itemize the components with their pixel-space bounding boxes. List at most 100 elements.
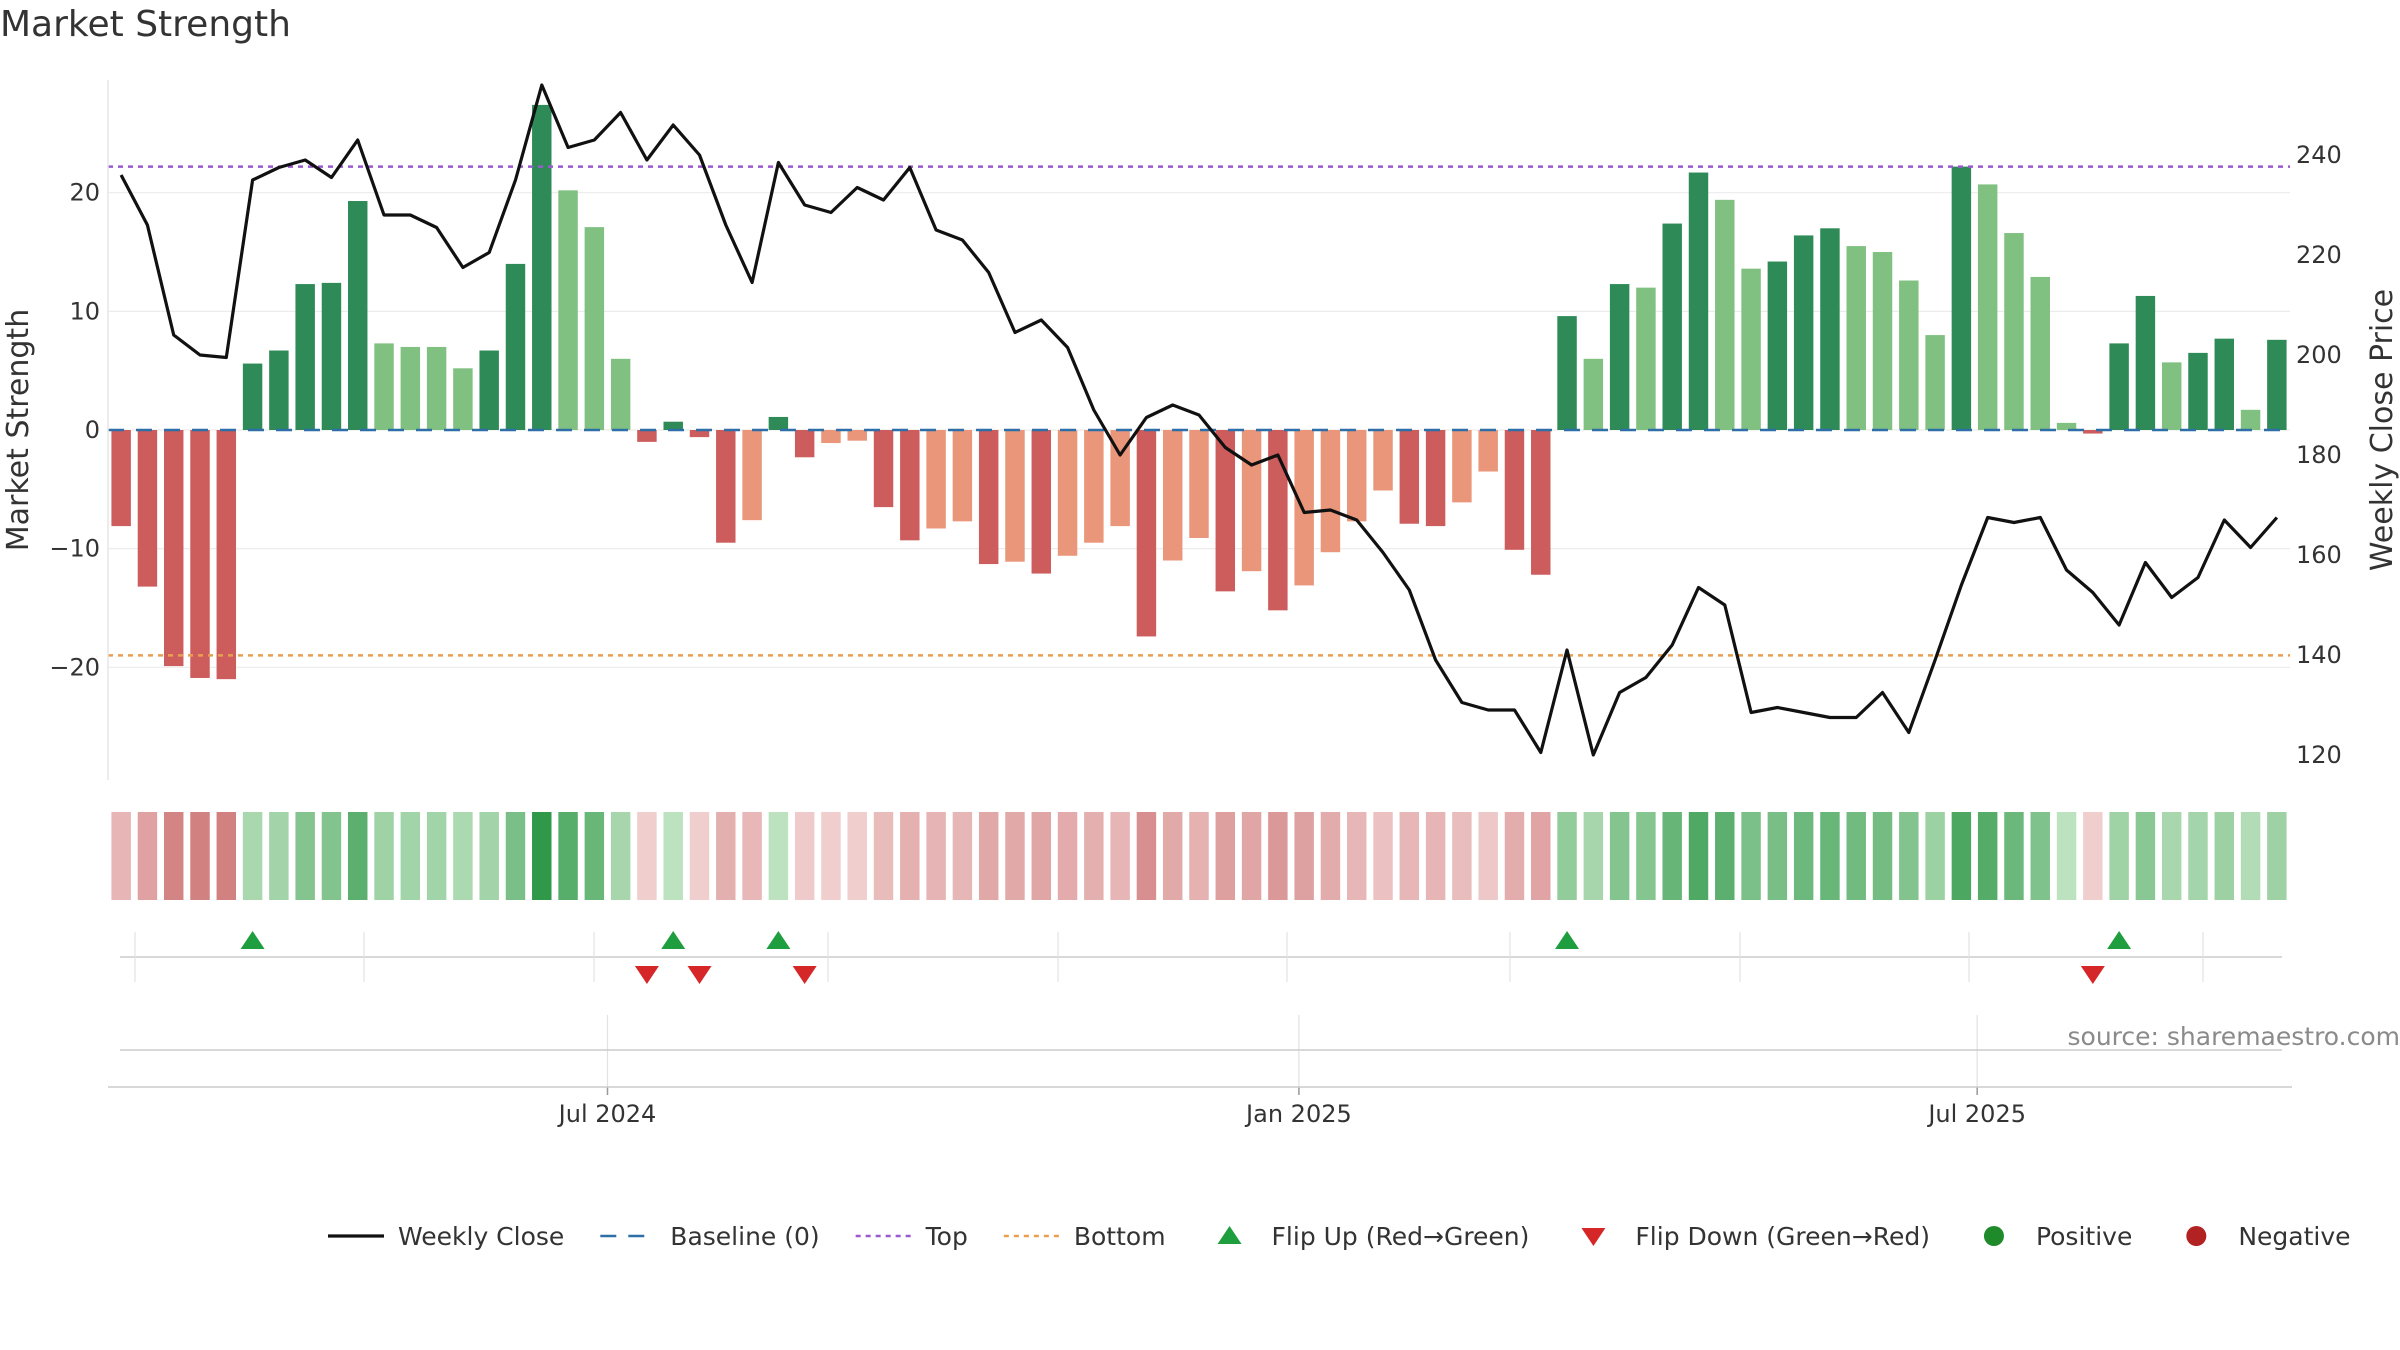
heat-cell (2056, 812, 2077, 900)
y-axis-title-right: Weekly Close Price (2365, 289, 2400, 571)
source-note: source: sharemaestro.com (2067, 1022, 2400, 1051)
heat-cell (1925, 812, 1945, 900)
flip-down-icon (1581, 1228, 1606, 1246)
strength-bar (716, 430, 736, 543)
right-tick-label: 240 (2296, 141, 2342, 169)
legend-label: Weekly Close (398, 1222, 564, 1251)
heat-cell (847, 812, 867, 900)
left-tick-label: −20 (49, 653, 100, 681)
heat-cell (1478, 812, 1498, 900)
strength-bar (2267, 339, 2287, 430)
legend-label: Top (925, 1222, 968, 1251)
strength-bar (978, 430, 999, 565)
heat-cell (900, 812, 920, 900)
strength-bar (1977, 184, 1998, 430)
strength-bar (400, 346, 421, 430)
heat-cell (1872, 812, 1893, 900)
strength-bar (768, 416, 789, 430)
strength-bars (111, 104, 2287, 680)
legend-dot-icon (2186, 1226, 2207, 1246)
right-tick-label: 220 (2296, 241, 2342, 269)
strength-bar (1636, 287, 1656, 430)
heat-cell (2267, 812, 2287, 900)
strength-bar (1872, 252, 1893, 430)
heat-cell (2083, 812, 2103, 900)
heat-cell (873, 812, 894, 900)
heat-cell (1846, 812, 1866, 900)
heat-cell (1373, 812, 1393, 900)
heat-cell (1399, 812, 1420, 900)
strength-bar (1531, 430, 1551, 575)
heat-cell (1294, 812, 1314, 900)
heat-cell (269, 812, 289, 900)
heat-cell (1504, 812, 1525, 900)
strength-bar (794, 430, 815, 458)
strength-bar (1741, 268, 1761, 430)
heat-cell (1425, 812, 1446, 900)
strength-bar (1478, 430, 1498, 472)
strength-bar (1110, 430, 1130, 527)
strength-bar (558, 190, 578, 430)
strength-bar (1136, 430, 1157, 637)
x-tick-label: Jul 2024 (557, 1100, 657, 1128)
heat-cell (716, 812, 736, 900)
legend-item: Bottom (1003, 1222, 1166, 1251)
x-tick-label: Jul 2025 (1926, 1100, 2026, 1128)
heat-cell (1320, 812, 1341, 900)
legend-item: Baseline (0) (600, 1222, 820, 1251)
right-tick-label: 160 (2296, 541, 2342, 569)
strength-bar (505, 263, 526, 430)
strength-bar (742, 430, 762, 521)
strength-bar (926, 430, 946, 529)
heat-cell (505, 812, 526, 900)
strength-bar (426, 346, 447, 430)
right-tick-label: 180 (2296, 441, 2342, 469)
heat-cell (1057, 812, 1078, 900)
heat-cell (1452, 812, 1472, 900)
heat-cell (1609, 812, 1630, 900)
strength-bar (137, 430, 158, 587)
strength-bar (2135, 295, 2156, 430)
strength-bar (163, 430, 184, 667)
heat-cell (2030, 812, 2050, 900)
strength-bar (1557, 316, 1577, 430)
heat-cell (952, 812, 973, 900)
left-tick-label: −10 (49, 535, 100, 563)
legend-dot-icon (1983, 1226, 2004, 1246)
strength-bar (1320, 430, 1341, 553)
strength-bar (1688, 172, 1709, 431)
heat-cell (400, 812, 421, 900)
heat-cell (1977, 812, 1998, 900)
heat-cell (2135, 812, 2156, 900)
strength-bar (111, 430, 131, 527)
right-tick-label: 140 (2296, 641, 2342, 669)
strength-bar (479, 350, 499, 430)
strength-bar (1162, 430, 1183, 561)
legend-item: Flip Up (Red→Green) (1217, 1222, 1529, 1251)
heat-cell (1215, 812, 1236, 900)
heat-cell (1741, 812, 1761, 900)
flip-up-icon (1217, 1226, 1242, 1244)
strength-bar (1425, 430, 1446, 527)
heat-cell (374, 812, 394, 900)
strength-bar (1715, 199, 1735, 430)
flip-up-marker (766, 931, 791, 949)
strength-bar (453, 368, 473, 430)
lower-panels (108, 932, 2292, 1088)
heat-cell (1136, 812, 1157, 900)
heat-cell (821, 812, 841, 900)
heat-cell (1005, 812, 1025, 900)
weekly-close-line (119, 83, 2279, 757)
flip-down-marker (634, 966, 659, 984)
heat-cell (190, 812, 210, 900)
legend-item: Positive (1983, 1222, 2132, 1251)
strength-bar (821, 430, 841, 444)
heat-cell (742, 812, 762, 900)
heat-cell (2214, 812, 2235, 900)
heat-cell (2109, 812, 2129, 900)
strength-bar (1504, 430, 1525, 550)
flip-up-marker (240, 931, 265, 949)
strength-bar (1084, 430, 1104, 543)
strength-bar (2161, 362, 2182, 430)
